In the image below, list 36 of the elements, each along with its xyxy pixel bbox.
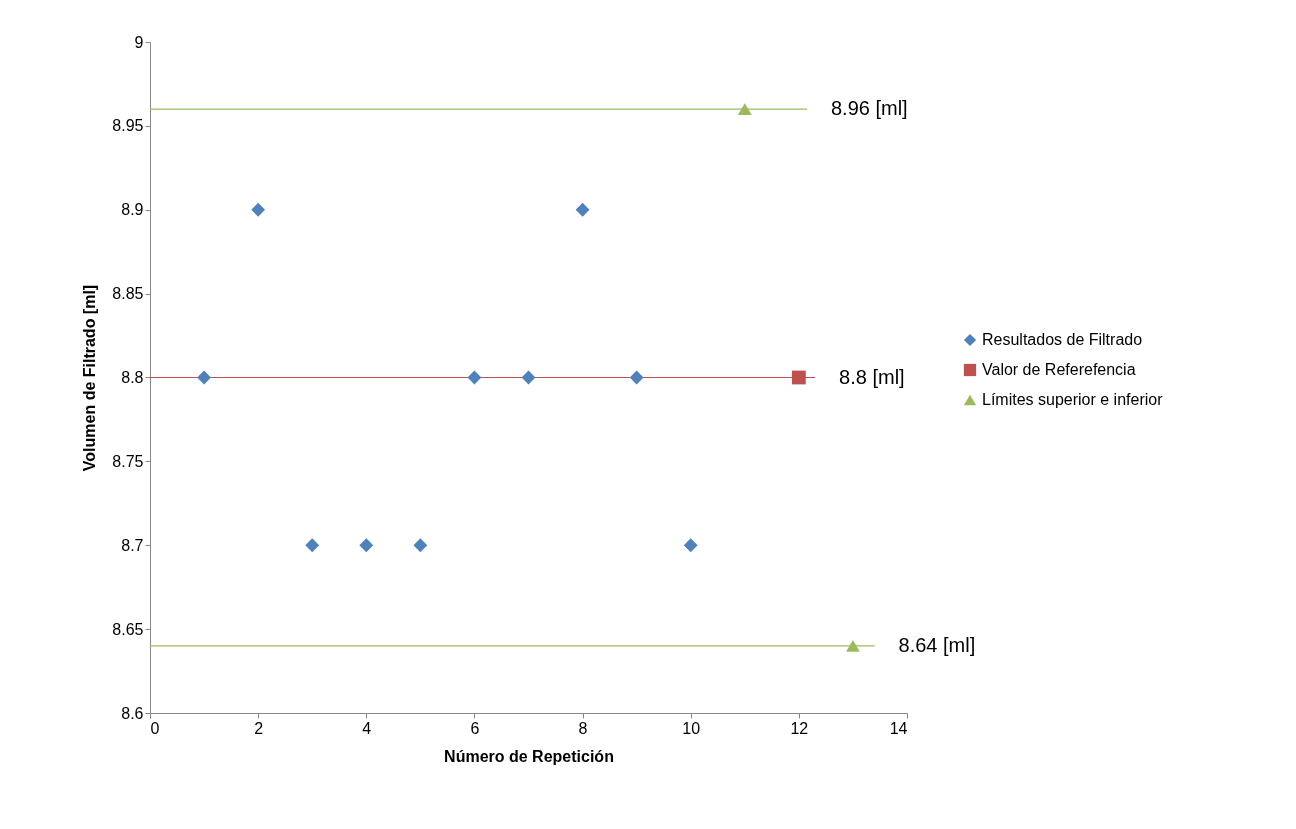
y-tick-label: 8.6	[121, 704, 144, 722]
legend-label: Resultados de Filtrado	[982, 331, 1143, 348]
x-tick-label: 10	[682, 719, 701, 737]
point	[197, 370, 211, 385]
y-tick-label: 8.95	[112, 117, 144, 135]
point	[846, 639, 860, 652]
annotation: 8.64 [ml]	[898, 633, 976, 656]
x-axis-title: Número de Repetición	[444, 747, 614, 765]
point	[305, 538, 320, 553]
y-tick-label: 8.75	[112, 452, 144, 470]
y-tick-label: 9	[134, 33, 144, 51]
y-tick-label: 8.85	[112, 285, 144, 303]
annotation: 8.8 [ml]	[839, 365, 905, 388]
point	[791, 370, 806, 385]
y-tick-label: 8.8	[121, 369, 144, 386]
point	[413, 538, 428, 553]
x-tick-label: 12	[790, 719, 809, 737]
point	[737, 103, 752, 116]
x-tick-label: 0	[150, 719, 160, 737]
x-tick-label: 8	[578, 719, 588, 737]
point	[575, 202, 590, 217]
legend-label: Valor de Referefencia	[982, 361, 1136, 378]
point	[359, 538, 374, 553]
legend-label: Límites superior e inferior	[982, 391, 1164, 408]
x-tick-label: 14	[889, 719, 908, 737]
point	[251, 202, 266, 217]
x-tick-label: 6	[470, 719, 480, 737]
point	[683, 538, 698, 553]
y-tick-label: 8.7	[121, 536, 144, 554]
point	[629, 370, 644, 385]
annotation: 8.96 [ml]	[830, 97, 908, 120]
y-tick-label: 8.9	[121, 201, 144, 219]
y-axis-title: Volumen de Filtrado [ml]	[81, 284, 99, 472]
y-tick-label: 8.65	[112, 620, 144, 638]
x-tick-label: 2	[254, 719, 264, 737]
x-tick-label: 4	[362, 719, 372, 737]
